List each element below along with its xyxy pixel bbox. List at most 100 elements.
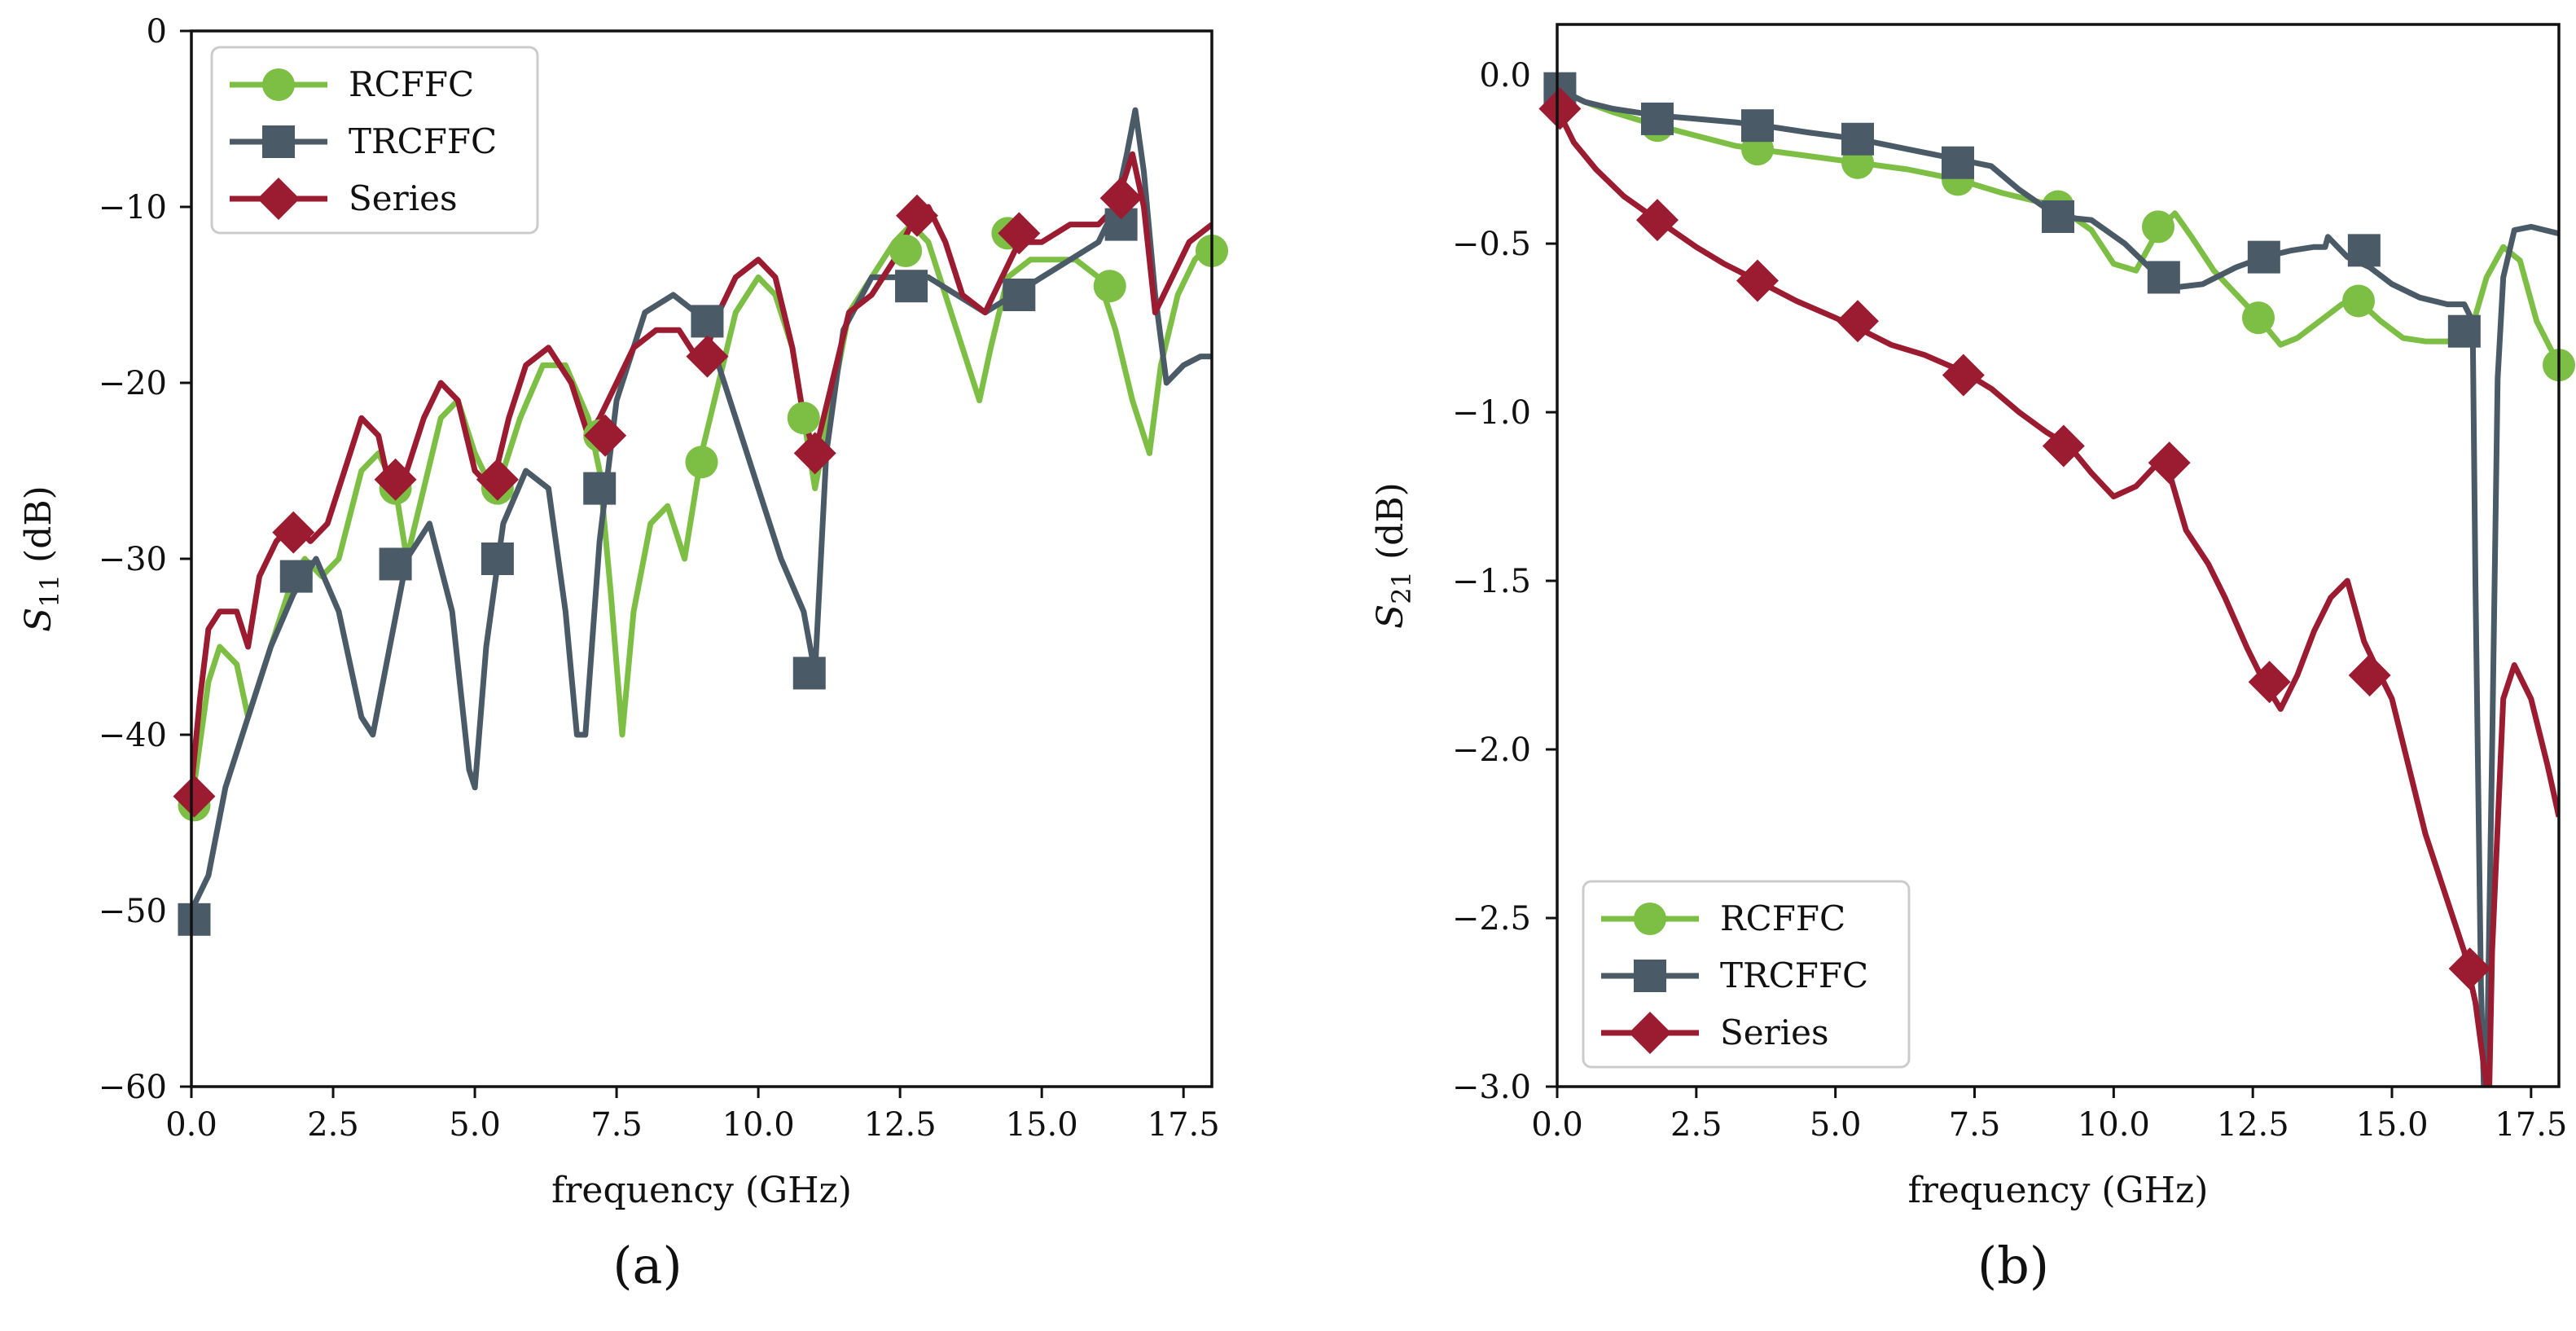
y-tick-label: −30: [99, 541, 167, 578]
legend-item-trcffc: TRCFFC: [230, 121, 497, 161]
data-point: [895, 270, 928, 303]
series-line-rcffc: [191, 222, 1212, 806]
x-tick-label: 17.5: [1148, 1106, 1220, 1144]
legend-label: Series: [349, 178, 458, 218]
data-point: [178, 903, 211, 936]
y-tick-label: −50: [99, 893, 167, 930]
legend-item-trcffc: TRCFFC: [1601, 955, 1868, 995]
data-point: [173, 775, 216, 818]
y-tick-label: −10: [99, 189, 167, 226]
data-point: [1837, 300, 1879, 343]
legend-item-series: Series: [230, 178, 458, 220]
data-point: [1093, 270, 1126, 303]
data-point: [1942, 146, 1974, 179]
y-tick-label: −60: [99, 1069, 167, 1106]
legend-label: TRCFFC: [1720, 955, 1868, 995]
series-line-trcffc: [191, 107, 1212, 912]
plot-frame: [1556, 23, 2561, 1088]
legend-item-rcffc: RCFFC: [1601, 898, 1845, 938]
plot-frame: [190, 29, 1213, 1088]
y-axis-label-symbol: S: [18, 608, 59, 632]
y-tick-label: −2.5: [1452, 900, 1531, 938]
data-point: [1641, 102, 1674, 135]
legend-label: TRCFFC: [349, 121, 497, 161]
data-point: [2447, 314, 2481, 348]
data-point: [584, 414, 627, 457]
data-point: [998, 212, 1041, 255]
legend-marker: [262, 125, 295, 158]
panel-label: (a): [612, 1236, 682, 1295]
data-point: [889, 235, 923, 267]
legend-label: RCFFC: [349, 64, 474, 104]
data-point: [1736, 259, 1779, 302]
y-tick-label: −20: [99, 365, 167, 402]
panel-a: 0.0 2.5 5.0 7.5 10.0 12.5 15.0 17.5 0 −10 −20 −30 −4…: [18, 13, 1228, 1295]
markers-trcffc: [178, 208, 1138, 936]
y-tick-label: −40: [99, 717, 167, 754]
data-point: [2247, 240, 2280, 274]
y-tick-label: 0: [147, 13, 167, 51]
data-point: [1942, 354, 1985, 397]
data-point: [2348, 653, 2391, 696]
y-tick-label: −3.0: [1452, 1069, 1531, 1106]
x-tick-label: 7.5: [1949, 1106, 2001, 1144]
y-axis-label: S21 (dB): [1370, 482, 1417, 629]
panel-label: (b): [1977, 1236, 2049, 1295]
y-axis-label-subscript: 21: [1386, 571, 1417, 604]
x-tick-label: 5.0: [1810, 1106, 1862, 1144]
data-point: [2248, 661, 2291, 704]
legend-box: [1582, 880, 1911, 1069]
data-point: [1636, 199, 1679, 242]
x-tick-label: 15.0: [1006, 1106, 1078, 1144]
data-point: [2147, 261, 2180, 294]
legend-item-rcffc: RCFFC: [230, 64, 474, 104]
x-tick-label: 5.0: [449, 1106, 501, 1144]
data-point: [2448, 947, 2491, 991]
legend-marker: [262, 68, 295, 101]
x-tick-label: 10.0: [722, 1106, 795, 1144]
data-point: [2347, 234, 2381, 267]
legend-label: RCFFC: [1720, 898, 1845, 938]
y-axis-label-unit: (dB): [18, 485, 59, 574]
x-tick-label: 0.0: [165, 1106, 217, 1144]
data-point: [272, 511, 315, 554]
data-point: [1538, 87, 1582, 130]
panel-b: 0.0 2.5 5.0 7.5 10.0 12.5 15.0 17.5 0.0 −0.5 −1.0 −…: [1370, 23, 2575, 1295]
data-point: [1099, 177, 1143, 220]
data-point: [686, 335, 729, 378]
y-tick-label: −0.5: [1452, 226, 1531, 263]
x-axis-label: frequency (GHz): [1908, 1170, 2209, 1211]
x-tick-label: 0.0: [1531, 1106, 1583, 1144]
y-axis-label-symbol: S: [1370, 604, 1411, 629]
data-point: [896, 194, 939, 237]
data-point: [583, 472, 617, 505]
x-axis-label: frequency (GHz): [551, 1170, 852, 1211]
data-point: [2042, 424, 2085, 468]
y-axis-label-subscript: 11: [34, 574, 65, 608]
data-point: [2148, 441, 2191, 485]
data-point: [793, 432, 836, 475]
data-point: [279, 560, 313, 593]
data-point: [1003, 279, 1036, 311]
legend-marker: [1629, 1012, 1671, 1054]
legend-label: Series: [1720, 1013, 1829, 1052]
y-axis-label-unit: (dB): [1370, 482, 1411, 571]
x-tick-label: 17.5: [2495, 1106, 2567, 1144]
y-tick-label: 0.0: [1479, 57, 1531, 94]
series-line-series: [1557, 107, 2559, 1087]
x-tick-label: 12.5: [864, 1106, 937, 1144]
data-point: [2142, 210, 2174, 244]
x-tick-label: 2.5: [307, 1106, 359, 1144]
x-tick-label: 2.5: [1670, 1106, 1722, 1144]
x-tick-label: 12.5: [2217, 1106, 2289, 1144]
data-point: [1741, 109, 1774, 143]
data-point: [2242, 301, 2275, 335]
x-tick-label: 10.0: [2078, 1106, 2150, 1144]
markers-series: [1538, 87, 2491, 991]
data-point: [2342, 284, 2375, 318]
legend-box: [210, 46, 539, 235]
y-axis-label: S11 (dB): [18, 485, 65, 632]
data-point: [379, 547, 412, 581]
markers-series: [173, 177, 1143, 818]
legend-marker: [257, 178, 300, 220]
